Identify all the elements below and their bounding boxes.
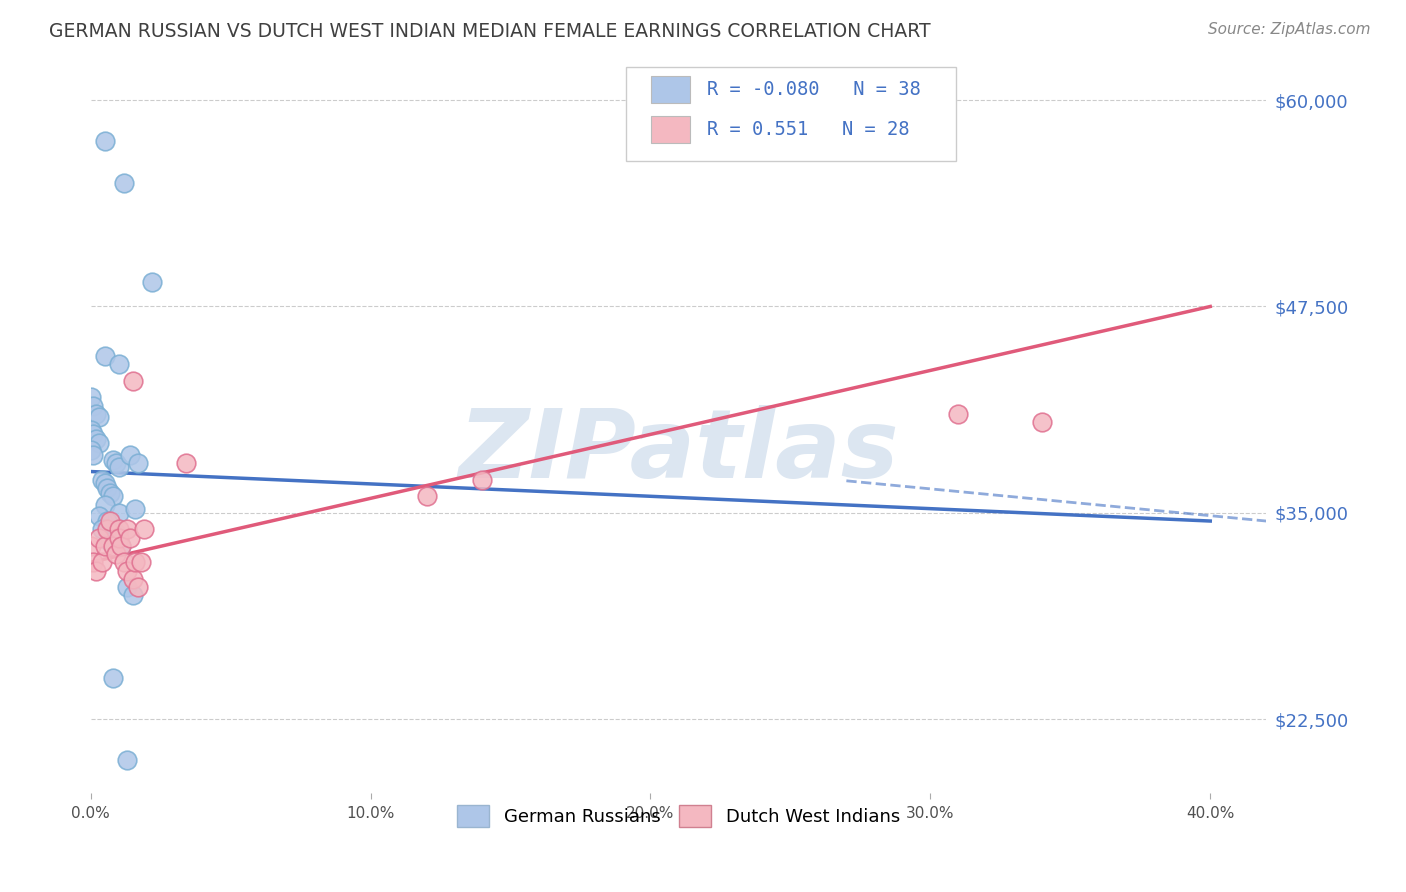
Point [101, 671, 124, 685]
Point [115, 564, 138, 578]
Point [96, 481, 118, 495]
Point [93, 539, 115, 553]
Point [93, 349, 115, 363]
Point [82, 448, 104, 462]
Point [104, 525, 127, 540]
Point [110, 539, 132, 553]
Point [84, 407, 107, 421]
Text: R = -0.080   N = 38: R = -0.080 N = 38 [707, 79, 921, 99]
Point [115, 580, 138, 594]
Point [79, 390, 101, 404]
Point [948, 407, 970, 421]
Point [96, 522, 118, 536]
Point [82, 426, 104, 441]
Point [79, 443, 101, 458]
Point [115, 522, 138, 536]
Point [101, 453, 124, 467]
Point [127, 580, 149, 594]
Point [112, 555, 135, 569]
Text: ZIPatlas: ZIPatlas [458, 405, 898, 499]
Point [90, 522, 112, 536]
Point [471, 473, 494, 487]
Text: GERMAN RUSSIAN VS DUTCH WEST INDIAN MEDIAN FEMALE EARNINGS CORRELATION CHART: GERMAN RUSSIAN VS DUTCH WEST INDIAN MEDI… [49, 22, 931, 41]
Point [84, 432, 107, 446]
Point [101, 539, 124, 553]
Point [174, 456, 197, 470]
Point [1031, 415, 1053, 429]
Point [82, 399, 104, 413]
Point [121, 588, 143, 602]
Point [98, 535, 121, 549]
Point [129, 555, 152, 569]
Point [104, 547, 127, 561]
Point [90, 473, 112, 487]
Point [118, 448, 141, 462]
Point [98, 514, 121, 528]
Point [127, 456, 149, 470]
Point [415, 489, 437, 503]
Text: R = 0.551   N = 28: R = 0.551 N = 28 [707, 120, 910, 139]
Point [93, 498, 115, 512]
Point [124, 502, 146, 516]
Point [84, 564, 107, 578]
Point [93, 135, 115, 149]
Point [110, 539, 132, 553]
Point [101, 489, 124, 503]
Point [107, 459, 129, 474]
Point [98, 486, 121, 500]
Point [79, 539, 101, 553]
Text: Source: ZipAtlas.com: Source: ZipAtlas.com [1208, 22, 1371, 37]
Point [115, 753, 138, 767]
Point [141, 275, 163, 289]
Point [132, 522, 155, 536]
Point [87, 509, 110, 524]
Point [107, 357, 129, 371]
Point [90, 555, 112, 569]
Point [79, 423, 101, 437]
Point [93, 476, 115, 491]
Point [87, 410, 110, 425]
Legend: German Russians, Dutch West Indians: German Russians, Dutch West Indians [449, 797, 908, 837]
Point [82, 555, 104, 569]
Point [121, 572, 143, 586]
Point [104, 456, 127, 470]
Point [107, 531, 129, 545]
Point [96, 514, 118, 528]
Point [112, 176, 135, 190]
Point [87, 436, 110, 450]
Point [121, 374, 143, 388]
Point [87, 531, 110, 545]
Point [118, 531, 141, 545]
Point [107, 506, 129, 520]
Point [124, 555, 146, 569]
Point [107, 522, 129, 536]
